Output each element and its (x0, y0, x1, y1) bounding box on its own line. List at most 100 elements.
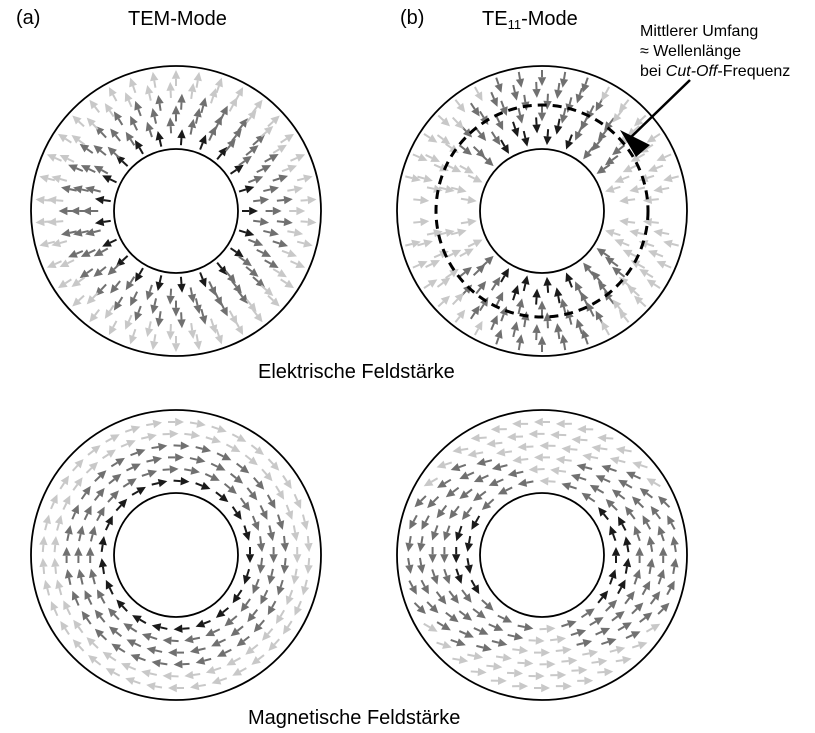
arrow-head (566, 620, 577, 629)
field-arrow (102, 238, 117, 247)
arrow-shaft (238, 160, 246, 167)
arrow-head (168, 683, 177, 693)
field-arrow (486, 662, 503, 671)
field-arrow (591, 657, 608, 666)
arrow-head (464, 248, 474, 257)
field-arrow (245, 547, 255, 563)
arrow-shaft (253, 477, 260, 484)
arrow-shaft (618, 459, 626, 464)
field-arrow (646, 133, 661, 143)
field-arrow (195, 481, 211, 490)
arrow-head (280, 542, 289, 552)
arrow-shaft (507, 633, 515, 638)
arrow-head (116, 599, 126, 609)
arrow-shaft (451, 116, 459, 124)
arrow-head (236, 637, 247, 647)
arrow-shaft (259, 505, 265, 513)
arrow-shaft (613, 185, 621, 190)
field-arrow (126, 463, 141, 472)
arrow-head (423, 239, 433, 248)
arrow-head (157, 478, 168, 488)
arrow-head (521, 275, 530, 285)
field-arrow (629, 228, 646, 237)
arrow-head (74, 477, 83, 487)
arrow-shaft (438, 186, 447, 191)
field-arrow (646, 478, 661, 488)
arrow-shaft (517, 342, 521, 351)
arrow-head (177, 93, 186, 103)
arrow-head (511, 284, 520, 295)
arrow-head (597, 433, 607, 443)
arrow-head (86, 547, 95, 556)
arrow-head (199, 315, 208, 325)
arrow-head (440, 295, 451, 305)
field-arrow (420, 579, 429, 595)
arrow-shaft (251, 643, 259, 651)
arrow-shaft (74, 598, 80, 606)
arrow-head (477, 131, 487, 141)
field-arrow (245, 643, 259, 655)
field-arrow (293, 493, 302, 509)
field-arrow (236, 635, 250, 647)
field-arrow (234, 86, 244, 102)
arrow-shaft (602, 127, 609, 135)
arrow-shaft (458, 463, 467, 469)
field-arrow (115, 498, 128, 512)
field-arrow (427, 496, 440, 509)
field-arrow (134, 305, 143, 322)
field-arrow (129, 328, 138, 345)
field-arrow (597, 667, 614, 677)
field-arrow (229, 247, 244, 258)
arrow-head (476, 609, 486, 619)
field-arrow (506, 668, 524, 678)
arrow-shaft (671, 242, 679, 247)
arrow-shaft (190, 323, 194, 331)
arrow-shaft (512, 648, 520, 652)
arrow-head (269, 185, 279, 194)
arrow-shaft (639, 300, 647, 308)
field-arrow (135, 267, 144, 283)
arrow-shaft (417, 175, 425, 180)
arrow-head (130, 296, 138, 307)
arrow-shaft (154, 685, 163, 689)
field-arrow (290, 260, 306, 268)
field-arrow (94, 195, 111, 205)
arrow-head (583, 262, 592, 273)
field-arrow (517, 478, 534, 487)
field-arrow (657, 525, 666, 542)
field-arrow (617, 516, 627, 531)
arrow-shaft (443, 568, 448, 577)
arrow-head (449, 268, 459, 278)
arrow-shaft (466, 557, 470, 566)
field-arrow (494, 77, 503, 93)
arrow-head (47, 196, 57, 205)
field-arrow (71, 504, 80, 520)
panel-label-a: (a) (16, 7, 41, 29)
field-arrow (166, 81, 175, 98)
field-arrow (287, 185, 304, 194)
arrow-head (35, 217, 45, 227)
field-arrow (619, 195, 636, 205)
arrow-head (93, 145, 103, 154)
field-arrow (146, 646, 163, 655)
arrow-shaft (445, 273, 453, 279)
arrow-head (449, 613, 459, 623)
field-arrow (209, 318, 218, 334)
field-arrow (451, 116, 464, 130)
arrow-head (177, 283, 186, 293)
field-arrow (417, 239, 433, 248)
arrow-shaft (271, 600, 277, 608)
field-arrow (474, 320, 483, 336)
arrow-head (108, 86, 117, 97)
arrow-shaft (146, 459, 154, 463)
field-arrow (187, 82, 197, 99)
arrow-head (127, 478, 137, 487)
arrow-shaft (179, 276, 183, 285)
field-arrow (168, 683, 184, 693)
field-arrow (124, 425, 141, 434)
arrow-head (216, 649, 227, 657)
arrow-shaft (655, 164, 664, 170)
arrow-head (532, 288, 541, 298)
arrow-shaft (129, 276, 136, 284)
arrow-shaft (445, 143, 453, 149)
